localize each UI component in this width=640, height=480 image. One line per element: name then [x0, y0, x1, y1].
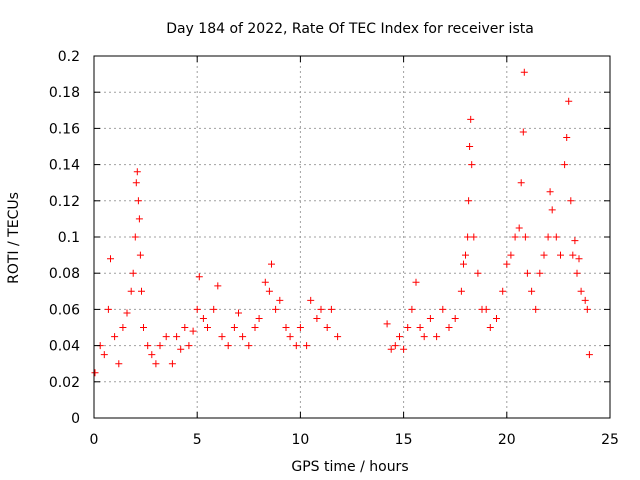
- y-tick-label: 0.18: [49, 85, 80, 101]
- x-tick-label: 10: [291, 432, 309, 448]
- y-tick-label: 0.02: [49, 375, 80, 391]
- y-tick-label: 0.12: [49, 194, 80, 210]
- roti-point-markers: [91, 68, 593, 377]
- y-tick-label: 0.16: [49, 121, 80, 137]
- y-tick-label: 0.1: [58, 230, 80, 246]
- y-tick-label: 0.08: [49, 266, 80, 282]
- x-tick-label: 0: [90, 432, 99, 448]
- x-tick-label: 20: [498, 432, 516, 448]
- y-tick-label: 0: [71, 411, 80, 427]
- chart-title: Day 184 of 2022, Rate Of TEC Index for r…: [166, 21, 534, 37]
- y-axis-label: ROTI / TECUs: [6, 192, 22, 284]
- data-points: [91, 68, 593, 377]
- x-tick-label: 15: [395, 432, 413, 448]
- grid-lines: [94, 56, 610, 418]
- x-axis-label: GPS time / hours: [291, 459, 408, 475]
- y-tick-label: 0.2: [58, 49, 80, 65]
- y-tick-label: 0.04: [49, 339, 80, 355]
- y-tick-label: 0.14: [49, 158, 80, 174]
- y-tick-label: 0.06: [49, 302, 80, 318]
- x-tick-label: 25: [601, 432, 619, 448]
- x-tick-label: 5: [193, 432, 202, 448]
- axis-ticks: 0 5 10 15 20 25 0 0.02 0.04 0.06 0.08 0.1 0.12 0.14 0.…: [49, 49, 619, 448]
